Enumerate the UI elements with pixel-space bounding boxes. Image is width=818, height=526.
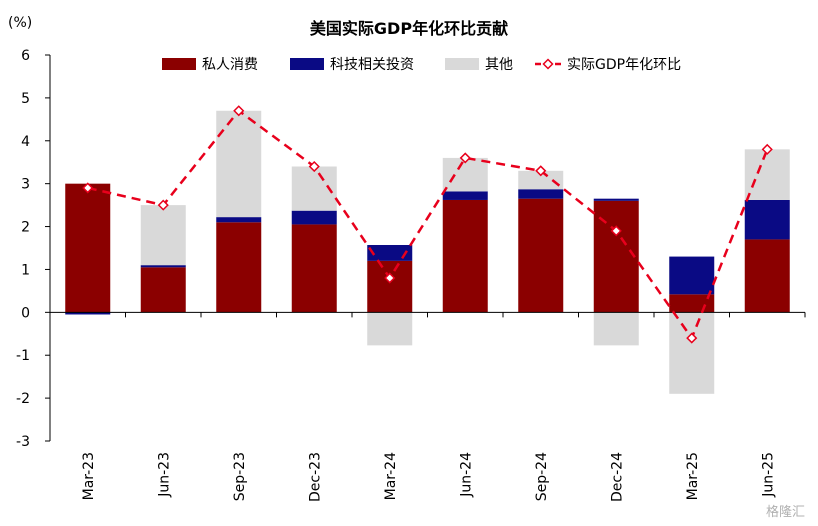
legend-swatch bbox=[162, 58, 196, 70]
x-category-label: Mar-23 bbox=[81, 452, 97, 500]
bar-segment bbox=[744, 199, 790, 240]
gdp-point bbox=[686, 332, 698, 344]
bar-segment bbox=[291, 224, 337, 313]
gdp-point bbox=[610, 225, 622, 237]
bar-segment bbox=[669, 312, 715, 394]
bar-segment bbox=[367, 312, 413, 346]
x-category-label: Jun-24 bbox=[458, 452, 474, 498]
bar-segment bbox=[442, 157, 488, 192]
legend-swatch bbox=[290, 58, 324, 70]
legend-label: 科技相关投资 bbox=[330, 57, 414, 73]
x-category-label: Mar-24 bbox=[383, 452, 399, 500]
bar-segment bbox=[744, 149, 790, 200]
bar-segment bbox=[140, 267, 186, 313]
bar-segment bbox=[518, 189, 564, 199]
bar-segment bbox=[442, 199, 488, 313]
bar-segment bbox=[518, 170, 564, 190]
bar-segment bbox=[216, 110, 262, 218]
y-tick-label: -2 bbox=[16, 391, 30, 407]
gdp-point bbox=[535, 165, 547, 177]
bar-segment bbox=[65, 312, 111, 315]
y-tick-label: 0 bbox=[21, 305, 30, 321]
legend-label: 其他 bbox=[485, 57, 513, 73]
x-category-label: Sep-23 bbox=[232, 452, 248, 501]
x-category-label: Mar-25 bbox=[685, 452, 701, 500]
gdp-point bbox=[308, 160, 320, 173]
y-tick-label: 6 bbox=[21, 48, 30, 64]
watermark: 格隆汇 bbox=[766, 504, 805, 520]
x-category-label: Sep-24 bbox=[534, 452, 550, 501]
legend: 私人消费 科技相关投资 其他 实际GDP年化环比 bbox=[162, 57, 681, 73]
legend-swatch bbox=[445, 58, 479, 70]
y-tick-label: 2 bbox=[21, 220, 30, 236]
bar-segment bbox=[216, 222, 262, 313]
bar-segment bbox=[367, 260, 413, 313]
y-tick-label: -1 bbox=[16, 348, 30, 364]
bar-segment bbox=[367, 244, 413, 261]
bar-segment bbox=[140, 265, 186, 268]
y-axis-unit: (%) bbox=[8, 15, 32, 31]
bar-segment bbox=[669, 256, 715, 295]
bar-segment bbox=[518, 198, 564, 313]
legend-label: 实际GDP年化环比 bbox=[567, 57, 681, 73]
gdp-point bbox=[82, 182, 94, 194]
y-axis: -3 -2 -1 0 1 2 3 4 5 6 (%) bbox=[8, 15, 51, 450]
gdp-point bbox=[761, 143, 773, 155]
bar-segment bbox=[593, 198, 639, 201]
x-category-label: Jun-25 bbox=[760, 452, 776, 498]
legend-label: 私人消费 bbox=[202, 57, 258, 73]
gdp-line bbox=[82, 105, 773, 344]
x-category-label: Dec-23 bbox=[307, 452, 323, 502]
gdp-point bbox=[384, 272, 396, 284]
gdp-point bbox=[157, 199, 169, 211]
bar-segment bbox=[140, 205, 186, 266]
gdp-line-path bbox=[87, 109, 769, 341]
gdp-point bbox=[459, 152, 471, 164]
bar-segment bbox=[442, 191, 488, 200]
bars bbox=[65, 110, 790, 394]
y-tick-label: 5 bbox=[21, 91, 30, 107]
x-category-label: Jun-23 bbox=[156, 452, 172, 498]
y-tick-label: -3 bbox=[16, 434, 30, 450]
x-category-label: Dec-24 bbox=[609, 452, 625, 502]
bar-segment bbox=[216, 217, 262, 223]
bar-segment bbox=[593, 312, 639, 346]
bar-segment bbox=[744, 239, 790, 313]
bar-segment bbox=[291, 210, 337, 225]
y-tick-label: 4 bbox=[21, 134, 30, 150]
y-tick-label: 3 bbox=[21, 177, 30, 193]
chart-title: 美国实际GDP年化环比贡献 bbox=[310, 19, 508, 38]
x-axis: Mar-23 Jun-23 Sep-23 Dec-23 Mar-24 Jun-24 Sep-… bbox=[49, 311, 806, 502]
y-tick-label: 1 bbox=[21, 262, 30, 278]
bar-segment bbox=[65, 183, 111, 313]
gdp-point bbox=[233, 105, 245, 117]
legend-marker bbox=[542, 58, 554, 70]
